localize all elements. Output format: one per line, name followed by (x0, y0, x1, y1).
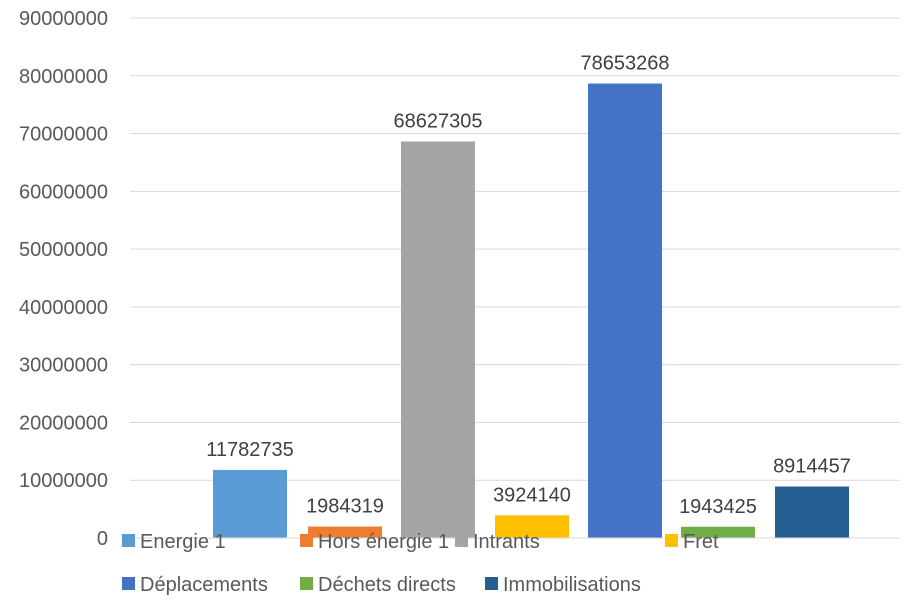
data-label-4: 3924140 (493, 484, 571, 506)
data-label-3: 68627305 (394, 110, 483, 132)
y-tick-label-1: 10000000 (19, 470, 108, 492)
bar-1 (213, 469, 287, 538)
legend-swatch-1 (122, 534, 135, 547)
legend-label-5: Déplacements (140, 574, 268, 596)
legend-label-3: Intrants (473, 531, 540, 553)
y-tick-label-9: 90000000 (19, 8, 108, 30)
legend-label-2: Hors énergie 1 (318, 531, 449, 553)
y-tick-label-4: 40000000 (19, 297, 108, 319)
data-label-1: 11782735 (206, 439, 294, 461)
bar-5 (588, 83, 662, 538)
bar-6 (681, 526, 755, 538)
data-label-5: 78653268 (581, 53, 670, 75)
y-tick-label-0: 0 (97, 528, 108, 550)
bar-7 (775, 486, 849, 538)
y-tick-label-8: 80000000 (19, 66, 108, 88)
legend-label-7: Immobilisations (503, 574, 641, 596)
data-label-6: 1943425 (679, 496, 757, 518)
y-tick-label-6: 60000000 (19, 181, 108, 203)
data-label-2: 1984319 (306, 496, 384, 518)
y-tick-label-5: 50000000 (19, 239, 108, 261)
legend-swatch-3 (455, 534, 468, 547)
y-tick-label-2: 20000000 (19, 412, 108, 434)
legend-label-6: Déchets directs (318, 574, 456, 596)
legend-swatch-7 (485, 577, 498, 590)
legend-label-4: Fret (683, 531, 719, 553)
legend-swatch-4 (665, 534, 678, 547)
legend-swatch-6 (300, 577, 313, 590)
legend-label-1: Energie 1 (140, 531, 226, 553)
legend-swatch-5 (122, 577, 135, 590)
legend-swatch-2 (300, 534, 313, 547)
y-tick-label-3: 30000000 (19, 355, 108, 377)
data-label-7: 8914457 (773, 455, 851, 477)
bar-4 (495, 515, 569, 538)
bar-2 (308, 526, 382, 538)
bar-3 (401, 141, 475, 538)
y-tick-label-7: 70000000 (19, 124, 108, 146)
